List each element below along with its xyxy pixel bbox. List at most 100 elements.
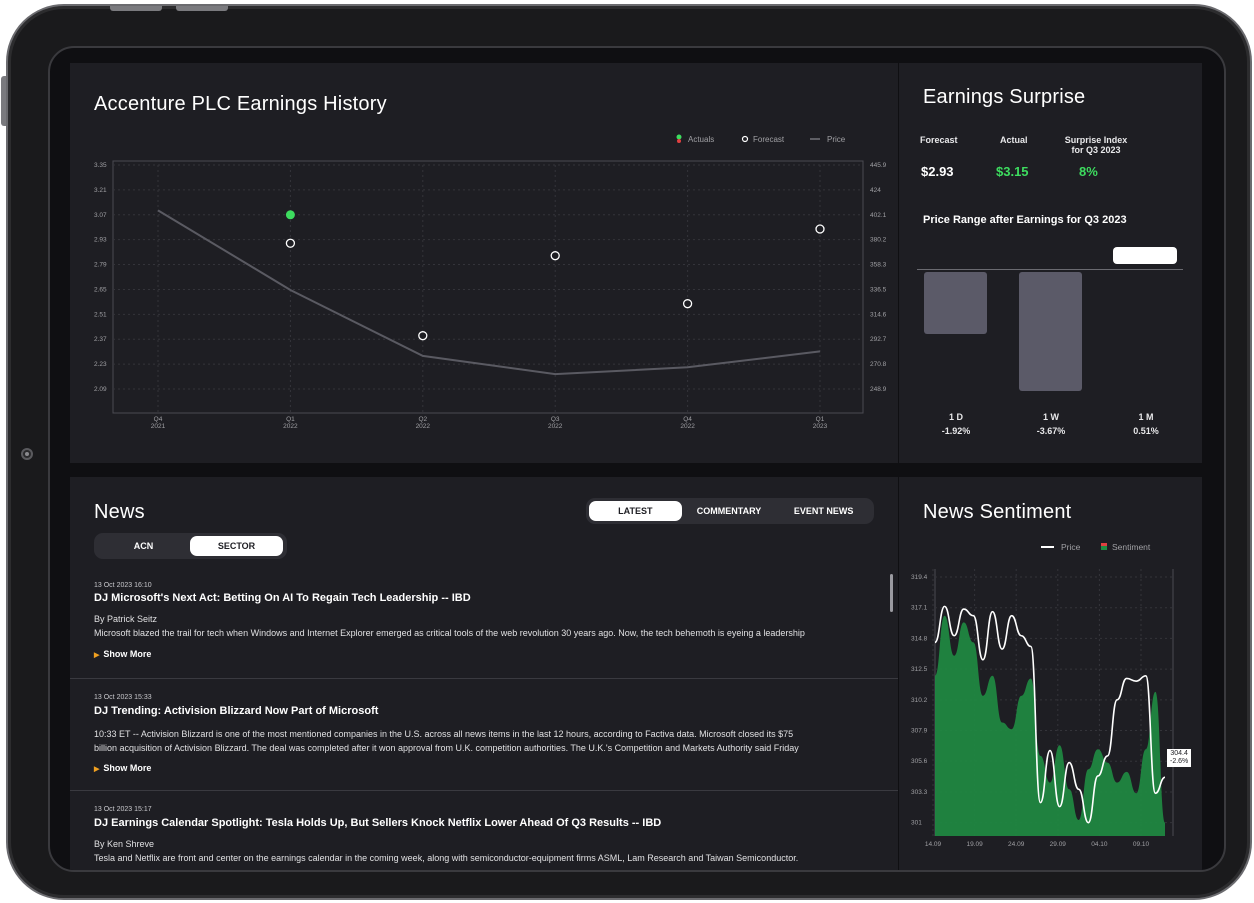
news-headline[interactable]: DJ Microsoft's Next Act: Betting On AI T… — [94, 592, 471, 604]
tab-acn[interactable]: ACN — [133, 541, 154, 551]
y-tick-right: 424 — [870, 187, 881, 194]
volume-button — [110, 6, 162, 11]
range-change-1w: -3.67% — [1036, 426, 1066, 436]
y-tick-left: 3.35 — [94, 162, 107, 169]
tablet-frame: Accenture PLC Earnings History Actuals F… — [1, 4, 1252, 900]
tab-commentary[interactable]: COMMENTARY — [696, 506, 762, 516]
range-period-1m: 1 M — [1138, 412, 1154, 422]
plot-frame — [112, 160, 864, 414]
earnings-history-panel: Accenture PLC Earnings History Actuals F… — [70, 63, 898, 463]
x-tick-year: 2021 — [151, 423, 166, 430]
x-tick: 14.09 — [925, 841, 942, 848]
camera — [21, 448, 33, 460]
price-line — [157, 209, 821, 376]
triangle-right-icon: ▶ — [94, 652, 100, 659]
legend-forecast-marker — [741, 135, 749, 143]
y-tick: 319.4 — [911, 574, 928, 581]
forecast-point — [682, 299, 693, 309]
x-tick: 04.10 — [1091, 841, 1108, 848]
last-price-tag: 304.4 -2.6% — [1167, 749, 1192, 767]
x-tick: 29.09 — [1050, 841, 1067, 848]
news-body: Microsoft blazed the trail for tech when… — [94, 628, 805, 638]
show-more-label: Show More — [103, 763, 152, 773]
forecast-label: Forecast — [920, 135, 958, 145]
tab-event-news[interactable]: EVENT NEWS — [793, 506, 854, 516]
y-tick-left: 3.21 — [94, 187, 107, 194]
news-headline[interactable]: DJ Earnings Calendar Spotlight: Tesla Ho… — [94, 817, 662, 829]
y-tick-right: 358.3 — [870, 262, 887, 269]
news-panel: News LATEST COMMENTARY EVENT NEWS ACN SE… — [70, 477, 898, 870]
actual-label: Actual — [1000, 135, 1028, 145]
x-tick: 09.10 — [1133, 841, 1150, 848]
legend-sentiment-marker-top — [1101, 543, 1107, 546]
news-scope-tabs: ACN SECTOR — [94, 533, 287, 559]
x-tick: Q1 — [286, 416, 295, 423]
news-headline[interactable]: DJ Trending: Activision Blizzard Now Par… — [94, 705, 379, 717]
y-tick: 317.1 — [911, 605, 928, 612]
show-more-label: Show More — [103, 649, 152, 659]
y-tick: 307.9 — [911, 728, 928, 735]
tab-latest[interactable]: LATEST — [589, 501, 682, 521]
earnings-surprise-panel: Earnings Surprise Forecast Actual Surpri… — [899, 63, 1202, 463]
news-byline: By Patrick Seitz — [94, 614, 158, 624]
x-tick-year: 2022 — [416, 423, 431, 430]
y-tick: 301 — [911, 820, 922, 827]
range-label-1d: 1 D -1.92% — [931, 412, 981, 436]
screen: Accenture PLC Earnings History Actuals F… — [48, 46, 1226, 872]
price-line — [934, 605, 1166, 824]
forecast-point — [285, 238, 296, 248]
earnings-history-title: Accenture PLC Earnings History — [94, 93, 387, 115]
sentiment-area — [935, 615, 1165, 836]
y-tick: 314.8 — [911, 635, 928, 642]
forecast-value: $2.93 — [921, 164, 954, 179]
news-type-tabs: LATEST COMMENTARY EVENT NEWS — [586, 498, 874, 524]
news-item[interactable]: 13 Oct 2023 15:17 DJ Earnings Calendar S… — [70, 791, 898, 870]
news-date: 13 Oct 2023 15:33 — [94, 694, 152, 701]
news-body: Tesla and Netflix are front and center o… — [94, 853, 799, 863]
x-tick: 24.09 — [1008, 841, 1025, 848]
y-tick-right: 402.1 — [870, 212, 887, 219]
range-bar-1d — [924, 272, 987, 334]
range-bar-1w — [1019, 272, 1082, 391]
range-period-1w: 1 W — [1042, 412, 1059, 422]
x-tick: Q3 — [551, 416, 560, 423]
y-tick-left: 2.51 — [94, 311, 107, 318]
range-label-1m: 1 M 0.51% — [1121, 412, 1171, 436]
legend-sentiment: Sentiment — [1112, 542, 1151, 552]
legend-price: Price — [1061, 542, 1081, 552]
legend-forecast: Forecast — [753, 135, 785, 144]
news-sentiment-title: News Sentiment — [923, 501, 1072, 523]
forecast-point — [550, 251, 560, 261]
tab-sector[interactable]: SECTOR — [190, 536, 283, 556]
x-tick-year: 2022 — [680, 423, 695, 430]
legend-actuals: Actuals — [688, 135, 714, 144]
triangle-right-icon: ▶ — [94, 766, 100, 773]
x-tick: 19.09 — [966, 841, 983, 848]
news-date: 13 Oct 2023 15:17 — [94, 806, 152, 813]
last-price-value: 304.4 — [1170, 750, 1188, 757]
news-item[interactable]: 13 Oct 2023 16:10 DJ Microsoft's Next Ac… — [70, 575, 898, 679]
show-more-button[interactable]: ▶ Show More — [94, 763, 151, 773]
y-tick-right: 336.5 — [870, 286, 887, 293]
chart-legend: Actuals Forecast Price — [676, 134, 846, 144]
x-tick-year: 2022 — [283, 423, 298, 430]
price-range-title: Price Range after Earnings for Q3 2023 — [923, 214, 1127, 226]
show-more-button[interactable]: ▶ Show More — [94, 649, 151, 659]
news-body: 10:33 ET -- Activision Blizzard is one o… — [94, 729, 799, 753]
actual-point — [285, 210, 295, 220]
range-period-1d: 1 D — [948, 412, 963, 422]
legend-actuals-marker — [676, 134, 682, 140]
earnings-history-chart: Actuals Forecast Price 3.35 3.21 3.07 2.93 2… — [94, 134, 887, 430]
news-date: 13 Oct 2023 16:10 — [94, 582, 152, 589]
news-scrollbar[interactable] — [890, 574, 893, 612]
y-tick: 310.2 — [911, 697, 928, 704]
y-tick-left: 2.09 — [94, 386, 107, 393]
range-positive-bar — [1113, 247, 1177, 264]
y-tick-right: 292.7 — [870, 336, 887, 343]
y-tick-right: 270.8 — [870, 361, 887, 368]
forecast-point — [418, 331, 428, 341]
news-item[interactable]: 13 Oct 2023 15:33 DJ Trending: Activisio… — [70, 679, 898, 791]
y-tick-left: 3.07 — [94, 212, 107, 219]
y-tick-left: 2.93 — [94, 237, 107, 244]
y-tick-left: 2.65 — [94, 286, 107, 293]
